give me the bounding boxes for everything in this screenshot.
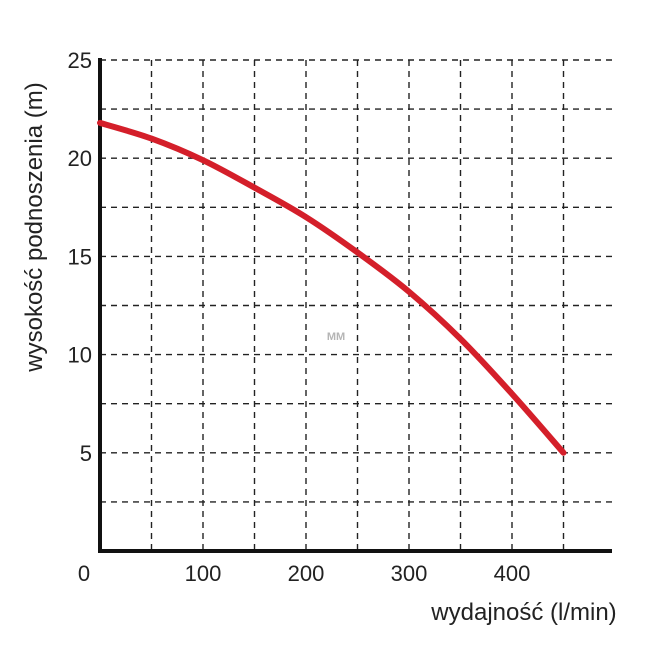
y-tick-label: 20 [68,146,92,171]
y-tick-labels: 5 10 15 20 25 [68,48,92,466]
y-tick-label: 5 [80,441,92,466]
axes [98,58,612,553]
y-axis-title: wysokość podnoszenia (m) [21,82,48,372]
x-tick-labels: 0 100 200 300 400 [78,561,530,586]
y-tick-label: 15 [68,244,92,269]
x-tick-label: 100 [185,561,222,586]
x-tick-label: 0 [78,561,90,586]
x-tick-label: 200 [288,561,325,586]
watermark-text: MM [327,331,345,343]
x-tick-label: 300 [391,561,428,586]
horizontal-gridlines [100,59,612,503]
x-tick-label: 400 [494,561,531,586]
y-tick-label: 10 [68,343,92,368]
series-layer [97,119,567,456]
y-tick-label: 25 [68,48,92,73]
x-axis-title: wydajność (l/min) [430,599,616,626]
performance-curve [97,119,567,456]
